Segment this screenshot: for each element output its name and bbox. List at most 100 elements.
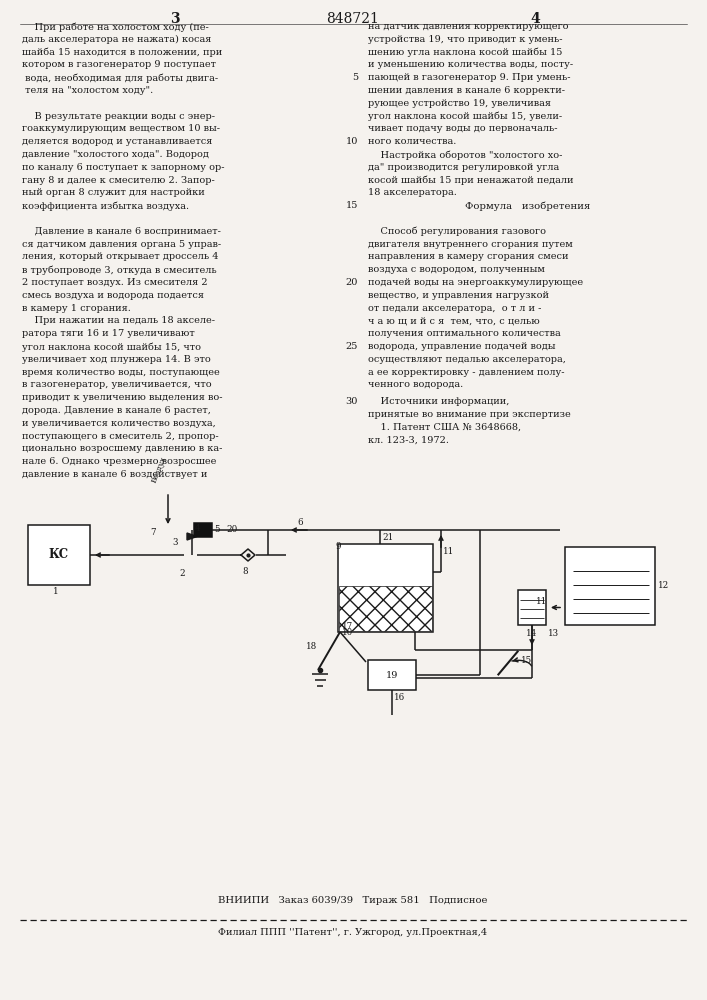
Bar [565,547,655,625]
Text: Способ регулирования газового: Способ регулирования газового [368,227,546,236]
Text: гоаккумулирующим веществом 10 вы-: гоаккумулирующим веществом 10 вы- [22,124,220,133]
Text: 30: 30 [346,397,358,406]
Text: 848721: 848721 [327,12,380,26]
Text: чивает подачу воды до первоначаль-: чивает подачу воды до первоначаль- [368,124,558,133]
Text: 19: 19 [386,670,398,680]
Text: Давление в канале 6 воспринимает-: Давление в канале 6 воспринимает- [22,227,221,236]
Text: 1: 1 [53,587,59,596]
Text: 9: 9 [336,542,341,551]
Text: ционально возросшему давлению в ка-: ционально возросшему давлению в ка- [22,444,223,453]
Text: Воздух: Воздух [150,455,168,484]
Text: шении давления в канале 6 корректи-: шении давления в канале 6 корректи- [368,86,565,95]
Text: ся датчиком давления органа 5 управ-: ся датчиком давления органа 5 управ- [22,240,221,249]
Text: 15: 15 [346,201,358,210]
Text: теля на "холостом ходу".: теля на "холостом ходу". [22,86,153,95]
Text: котором в газогенератор 9 поступает: котором в газогенератор 9 поступает [22,60,216,69]
Text: 5: 5 [214,526,219,534]
Text: деляется водород и устанавливается: деляется водород и устанавливается [22,137,212,146]
Text: смесь воздуха и водорода подается: смесь воздуха и водорода подается [22,291,204,300]
Bar [518,590,546,625]
Text: ления, который открывает дроссель 4: ления, который открывает дроссель 4 [22,252,218,261]
Text: 3: 3 [170,12,180,26]
Text: рующее устройство 19, увеличивая: рующее устройство 19, увеличивая [368,99,551,108]
Text: 18 акселератора.: 18 акселератора. [368,188,457,197]
Text: 20: 20 [226,526,238,534]
Text: двигателя внутреннего сгорания путем: двигателя внутреннего сгорания путем [368,240,573,249]
Text: на датчик давления корректирующего: на датчик давления корректирующего [368,22,568,31]
Text: 21: 21 [382,533,393,542]
Text: В результате реакции воды с энер-: В результате реакции воды с энер- [22,112,215,121]
Text: в трубопроводе 3, откуда в смеситель: в трубопроводе 3, откуда в смеситель [22,265,216,275]
Text: 2: 2 [179,569,185,578]
Text: 11: 11 [536,596,547,605]
Text: получения оптимального количества: получения оптимального количества [368,329,561,338]
Text: 13: 13 [548,629,559,638]
Text: 6: 6 [297,518,303,527]
Text: давление "холостого хода". Водород: давление "холостого хода". Водород [22,150,209,159]
Text: вещество, и управления нагрузкой: вещество, и управления нагрузкой [368,291,549,300]
Text: Филиал ППП ''Патент'', г. Ужгород, ул.Проектная,4: Филиал ППП ''Патент'', г. Ужгород, ул.Пр… [218,928,488,937]
Text: Формула   изобретения: Формула изобретения [465,201,590,211]
Text: нале 6. Однако чрезмерно возросшее: нале 6. Однако чрезмерно возросшее [22,457,216,466]
Text: давление в канале 6 воздействует и: давление в канале 6 воздействует и [22,470,207,479]
Text: приводит к увеличению выделения во-: приводит к увеличению выделения во- [22,393,223,402]
Text: 12: 12 [658,582,670,590]
Text: 15: 15 [521,656,532,665]
Text: водорода, управление подачей воды: водорода, управление подачей воды [368,342,556,351]
Text: 16: 16 [394,694,405,702]
Text: шению угла наклона косой шайбы 15: шению угла наклона косой шайбы 15 [368,48,562,57]
Text: 1. Патент США № 3648668,: 1. Патент США № 3648668, [368,423,521,432]
Bar [338,544,433,632]
Text: КС: КС [49,548,69,562]
Text: воздуха с водородом, полученным: воздуха с водородом, полученным [368,265,545,274]
Text: Настройка оборотов "холостого хо-: Настройка оборотов "холостого хо- [368,150,562,159]
Bar [339,586,432,631]
Text: пающей в газогенератор 9. При умень-: пающей в газогенератор 9. При умень- [368,73,571,82]
Text: ратора тяги 16 и 17 увеличивают: ратора тяги 16 и 17 увеличивают [22,329,194,338]
Text: Источники информации,: Источники информации, [368,397,509,406]
Text: угол наклона косой шайбы 15, что: угол наклона косой шайбы 15, что [22,342,201,352]
Text: 5: 5 [352,73,358,82]
Text: дорода. Давление в канале 6 растет,: дорода. Давление в канале 6 растет, [22,406,211,415]
Text: а ее корректировку - давлением полу-: а ее корректировку - давлением полу- [368,368,564,377]
Text: и увеличивается количество воздуха,: и увеличивается количество воздуха, [22,419,216,428]
Text: 18: 18 [306,642,317,651]
Text: в газогенератор, увеличивается, что: в газогенератор, увеличивается, что [22,380,211,389]
Text: коэффициента избытка воздуха.: коэффициента избытка воздуха. [22,201,189,211]
Text: по каналу 6 поступает к запорному ор-: по каналу 6 поступает к запорному ор- [22,163,225,172]
Text: 4: 4 [530,12,540,26]
Text: 17: 17 [342,622,354,631]
Text: кл. 123-3, 1972.: кл. 123-3, 1972. [368,435,449,444]
Text: шайба 15 находится в положении, при: шайба 15 находится в положении, при [22,48,222,57]
Text: осуществляют педалью акселератора,: осуществляют педалью акселератора, [368,355,566,364]
Text: 10: 10 [346,137,358,146]
Text: 11: 11 [443,547,455,556]
Text: устройства 19, что приводит к умень-: устройства 19, что приводит к умень- [368,35,563,44]
Text: в камеру 1 сгорания.: в камеру 1 сгорания. [22,304,131,313]
Text: 25: 25 [346,342,358,351]
Text: 8: 8 [243,567,248,576]
Polygon shape [187,533,197,540]
Text: ч а ю щ и й с я  тем, что, с целью: ч а ю щ и й с я тем, что, с целью [368,316,539,325]
Bar [368,660,416,690]
Text: угол наклона косой шайбы 15, увели-: угол наклона косой шайбы 15, увели- [368,112,562,121]
Text: 20: 20 [346,278,358,287]
Text: увеличивает ход плунжера 14. В это: увеличивает ход плунжера 14. В это [22,355,211,364]
Text: от педали акселератора,  о т л и -: от педали акселератора, о т л и - [368,304,542,313]
Text: При нажатии на педаль 18 акселе-: При нажатии на педаль 18 акселе- [22,316,215,325]
Text: При работе на холостом ходу (пе-: При работе на холостом ходу (пе- [22,22,209,31]
Text: 2 поступает воздух. Из смесителя 2: 2 поступает воздух. Из смесителя 2 [22,278,208,287]
Text: ченного водорода.: ченного водорода. [368,380,463,389]
Text: 10: 10 [342,628,354,637]
Text: время количество воды, поступающее: время количество воды, поступающее [22,368,220,377]
Text: поступающего в смеситель 2, пропор-: поступающего в смеситель 2, пропор- [22,432,218,441]
Text: косой шайбы 15 при ненажатой педали: косой шайбы 15 при ненажатой педали [368,176,573,185]
Text: ный орган 8 служит для настройки: ный орган 8 служит для настройки [22,188,205,197]
Text: подачей воды на энергоаккумулирующее: подачей воды на энергоаккумулирующее [368,278,583,287]
Text: гану 8 и далее к смесителю 2. Запор-: гану 8 и далее к смесителю 2. Запор- [22,176,215,185]
Text: даль акселератора не нажата) косая: даль акселератора не нажата) косая [22,35,211,44]
Bar [28,525,90,585]
Text: 3: 3 [173,538,178,547]
Text: вода, необходимая для работы двига-: вода, необходимая для работы двига- [22,73,218,83]
Text: и уменьшению количества воды, посту-: и уменьшению количества воды, посту- [368,60,573,69]
